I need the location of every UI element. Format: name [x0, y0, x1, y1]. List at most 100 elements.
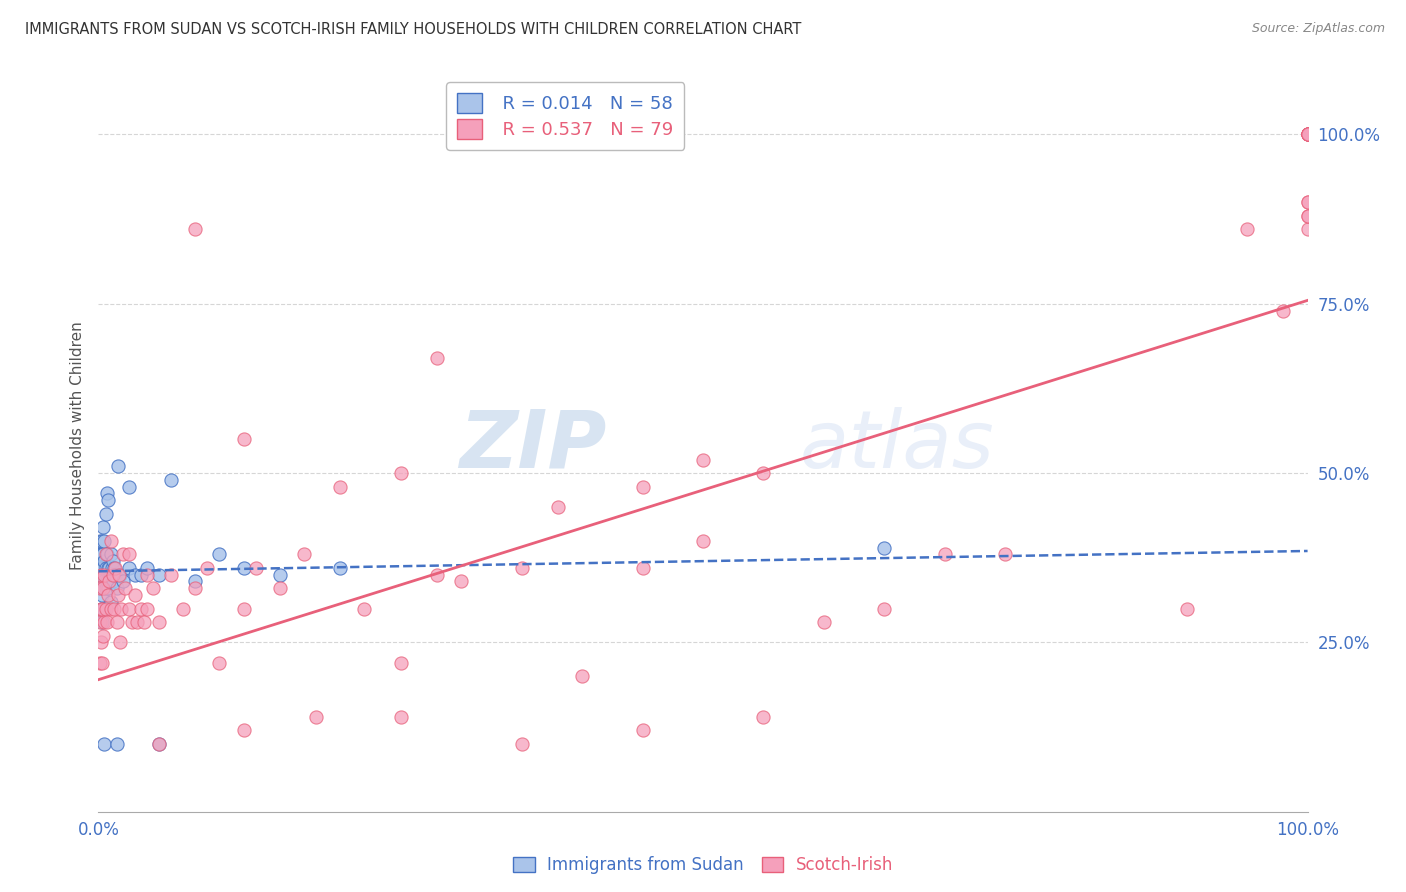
Text: atlas: atlas	[800, 407, 994, 485]
Point	[329, 561, 352, 575]
Point	[329, 480, 352, 494]
Point	[124, 588, 146, 602]
Point	[1296, 128, 1319, 142]
Point	[93, 737, 115, 751]
Point	[426, 567, 449, 582]
Point	[134, 615, 156, 629]
Point	[873, 541, 896, 555]
Point	[813, 615, 835, 629]
Point	[100, 567, 122, 582]
Point	[1296, 209, 1319, 223]
Point	[692, 452, 714, 467]
Point	[148, 737, 170, 751]
Point	[93, 615, 115, 629]
Point	[450, 574, 472, 589]
Point	[100, 561, 122, 575]
Point	[208, 656, 231, 670]
Point	[245, 561, 267, 575]
Point	[105, 737, 128, 751]
Point	[426, 351, 449, 365]
Point	[232, 723, 254, 738]
Point	[1296, 195, 1319, 210]
Point	[129, 567, 152, 582]
Point	[631, 561, 654, 575]
Text: Source: ZipAtlas.com: Source: ZipAtlas.com	[1251, 22, 1385, 36]
Point	[91, 629, 114, 643]
Point	[93, 567, 115, 582]
Point	[269, 567, 291, 582]
Point	[89, 561, 111, 575]
Point	[752, 466, 775, 480]
Point	[208, 547, 231, 561]
Point	[1296, 128, 1319, 142]
Point	[89, 581, 111, 595]
Point	[114, 581, 136, 595]
Point	[97, 493, 120, 508]
Point	[148, 567, 170, 582]
Point	[160, 567, 183, 582]
Point	[105, 615, 128, 629]
Point	[1296, 128, 1319, 142]
Point	[124, 567, 146, 582]
Point	[752, 710, 775, 724]
Point	[91, 561, 114, 575]
Point	[94, 581, 117, 595]
Point	[510, 737, 533, 751]
Point	[127, 615, 149, 629]
Point	[101, 554, 124, 568]
Point	[1296, 128, 1319, 142]
Point	[292, 547, 315, 561]
Point	[510, 561, 533, 575]
Point	[90, 601, 112, 615]
Point	[118, 480, 141, 494]
Text: IMMIGRANTS FROM SUDAN VS SCOTCH-IRISH FAMILY HOUSEHOLDS WITH CHILDREN CORRELATIO: IMMIGRANTS FROM SUDAN VS SCOTCH-IRISH FA…	[25, 22, 801, 37]
Point	[90, 547, 112, 561]
Point	[108, 567, 131, 582]
Point	[98, 574, 121, 589]
Point	[184, 574, 207, 589]
Point	[91, 533, 114, 548]
Point	[89, 547, 111, 561]
Point	[91, 520, 114, 534]
Point	[105, 581, 128, 595]
Point	[89, 656, 111, 670]
Point	[90, 601, 112, 615]
Point	[994, 547, 1017, 561]
Point	[934, 547, 956, 561]
Point	[96, 547, 118, 561]
Text: ZIP: ZIP	[458, 407, 606, 485]
Point	[389, 656, 412, 670]
Point	[100, 595, 122, 609]
Point	[118, 547, 141, 561]
Point	[96, 486, 118, 500]
Point	[89, 533, 111, 548]
Point	[135, 561, 157, 575]
Point	[91, 601, 114, 615]
Point	[135, 601, 157, 615]
Point	[101, 574, 124, 589]
Point	[93, 554, 115, 568]
Point	[93, 574, 115, 589]
Point	[692, 533, 714, 548]
Point	[631, 480, 654, 494]
Point	[98, 574, 121, 589]
Point	[1296, 195, 1319, 210]
Point	[94, 601, 117, 615]
Point	[90, 581, 112, 595]
Point	[104, 567, 127, 582]
Point	[1236, 222, 1258, 236]
Point	[873, 601, 896, 615]
Point	[269, 581, 291, 595]
Point	[172, 601, 194, 615]
Point	[91, 581, 114, 595]
Point	[1296, 128, 1319, 142]
Point	[96, 574, 118, 589]
Point	[96, 615, 118, 629]
Point	[108, 567, 131, 582]
Point	[94, 547, 117, 561]
Point	[389, 710, 412, 724]
Point	[160, 473, 183, 487]
Point	[98, 561, 121, 575]
Point	[103, 561, 125, 575]
Point	[91, 615, 114, 629]
